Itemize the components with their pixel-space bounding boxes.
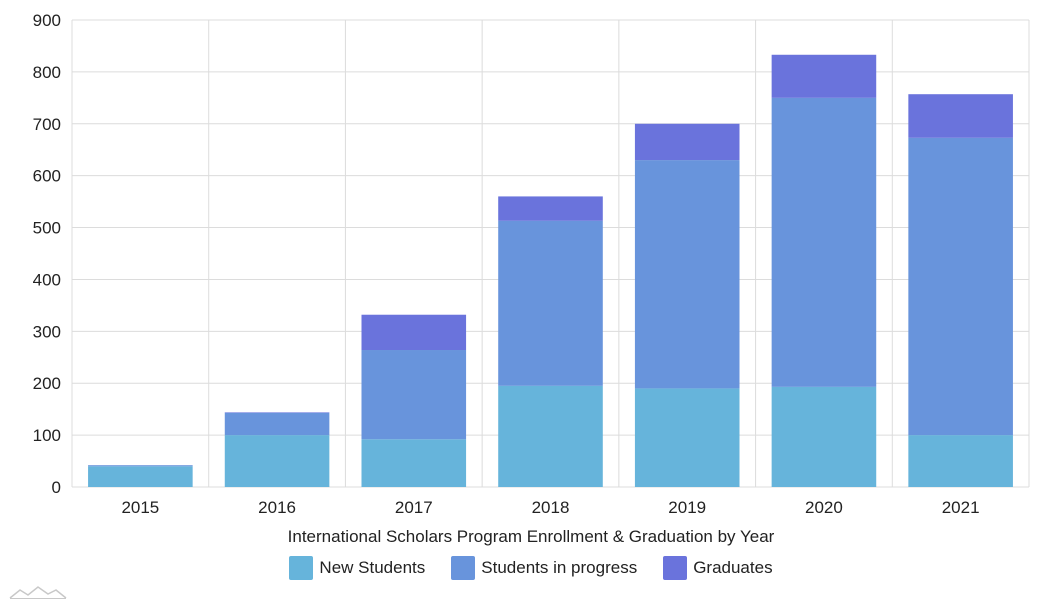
legend-label-new-students: New Students (319, 558, 426, 577)
y-axis-ticks: 0 100 200 300 400 500 600 700 800 900 (33, 11, 61, 497)
bar-new-students-2016[interactable] (224, 435, 330, 487)
legend-swatch-graduates (663, 556, 688, 580)
y-tick-label: 900 (33, 11, 61, 30)
y-tick-label: 0 (52, 478, 61, 497)
bar-graduates-2016[interactable] (224, 412, 330, 413)
legend-swatch-students-in-progress (451, 556, 476, 580)
bar-students-in-progress-2016[interactable] (224, 412, 330, 436)
y-tick-label: 500 (33, 219, 61, 238)
y-tick-label: 100 (33, 426, 61, 445)
y-tick-label: 700 (33, 115, 61, 134)
bar-graduates-2021[interactable] (908, 94, 1013, 138)
bar-students-in-progress-2017[interactable] (361, 350, 467, 440)
legend-item-students-in-progress[interactable]: Students in progress (451, 556, 637, 580)
legend-label-graduates: Graduates (693, 558, 773, 577)
x-tick-label: 2015 (121, 498, 159, 517)
x-tick-label: 2017 (395, 498, 433, 517)
bar-students-in-progress-2020[interactable] (771, 97, 877, 387)
y-tick-label: 300 (33, 322, 61, 341)
bar-new-students-2018[interactable] (498, 385, 603, 487)
x-axis-label: International Scholars Program Enrollmen… (287, 527, 775, 546)
legend-item-new-students[interactable]: New Students (289, 556, 425, 580)
y-tick-label: 600 (33, 167, 61, 186)
bar-new-students-2015[interactable] (88, 466, 193, 487)
bar-new-students-2021[interactable] (908, 435, 1013, 487)
bar-new-students-2019[interactable] (634, 388, 740, 487)
bar-graduates-2018[interactable] (498, 196, 603, 221)
x-tick-label: 2016 (258, 498, 296, 517)
bar-graduates-2017[interactable] (361, 314, 467, 351)
chart-legend: New Students Students in progress Gradua… (0, 556, 1062, 580)
y-tick-label: 200 (33, 374, 61, 393)
x-tick-label: 2021 (942, 498, 980, 517)
x-tick-label: 2020 (805, 498, 843, 517)
x-tick-label: 2018 (532, 498, 570, 517)
y-tick-label: 400 (33, 270, 61, 289)
bar-graduates-2020[interactable] (771, 54, 877, 98)
x-tick-label: 2019 (668, 498, 706, 517)
bar-students-in-progress-2018[interactable] (498, 220, 603, 386)
bar-graduates-2019[interactable] (634, 123, 740, 161)
bar-new-students-2017[interactable] (361, 439, 467, 487)
legend-item-graduates[interactable]: Graduates (663, 556, 773, 580)
bar-students-in-progress-2021[interactable] (908, 137, 1013, 436)
legend-swatch-new-students (289, 556, 314, 580)
x-axis-ticks: 2015 2016 2017 2018 2019 2020 2021 (121, 498, 979, 517)
bar-students-in-progress-2019[interactable] (634, 160, 740, 389)
bar-new-students-2020[interactable] (771, 386, 877, 487)
bar-students-in-progress-2015[interactable] (88, 465, 193, 467)
chart-logo-icon (9, 586, 67, 599)
y-tick-label: 800 (33, 63, 61, 82)
chart-bars (88, 54, 1013, 487)
legend-label-students-in-progress: Students in progress (481, 558, 638, 577)
